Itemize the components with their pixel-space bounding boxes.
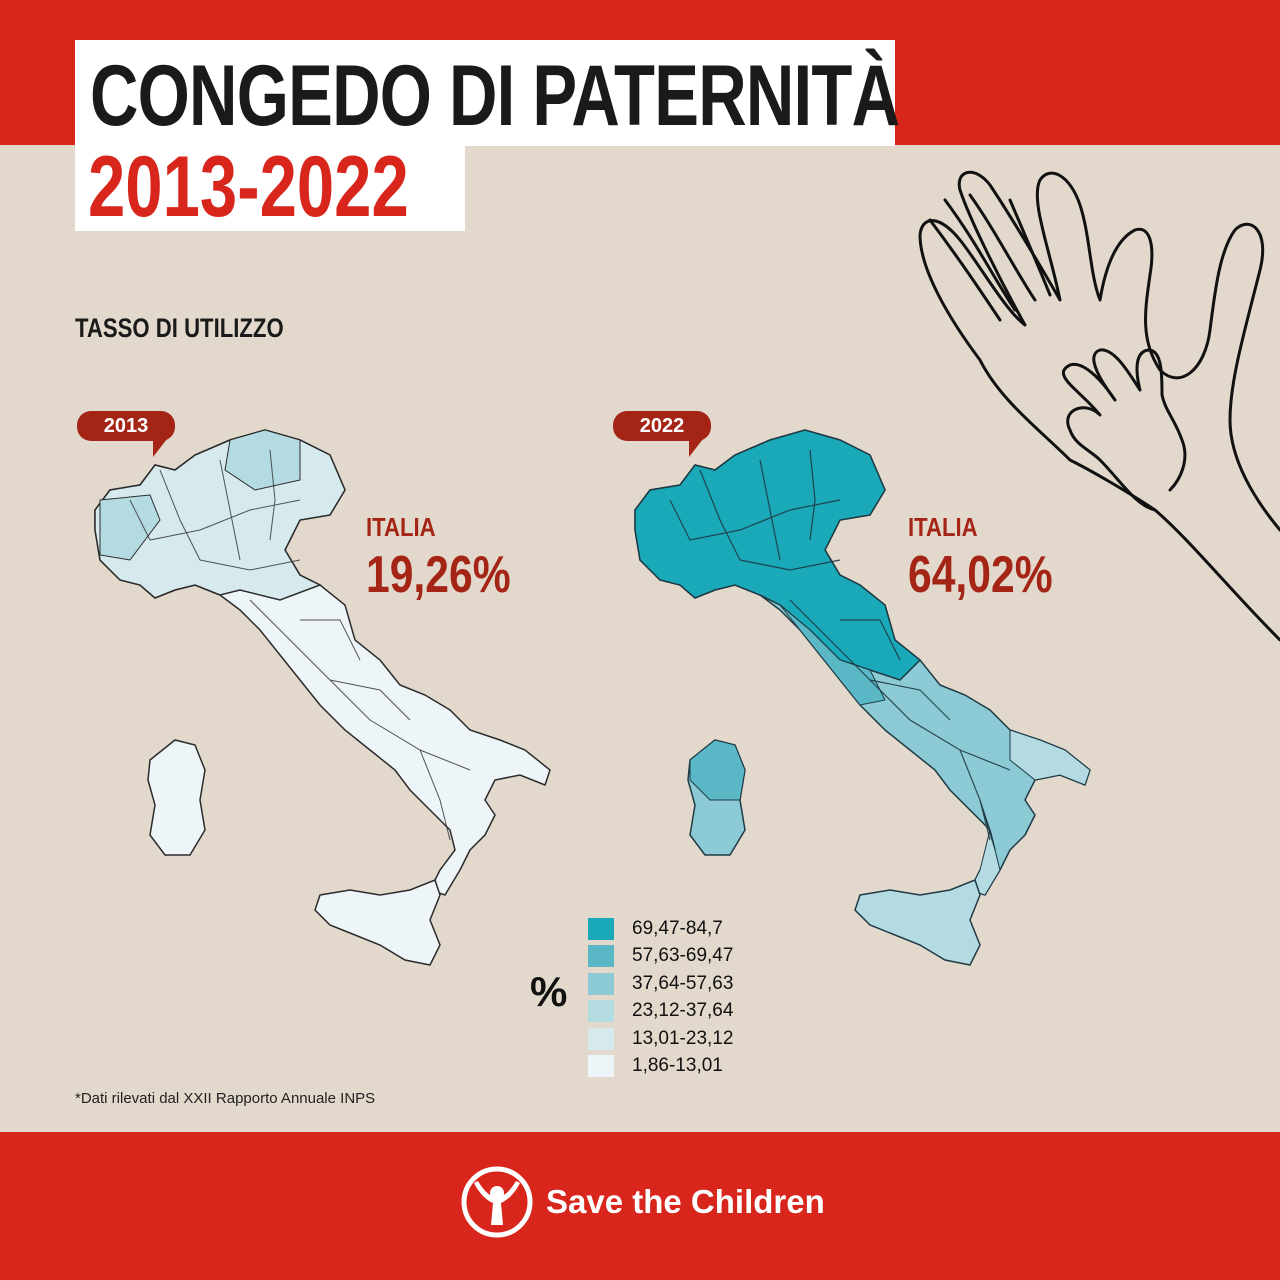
map-2013 xyxy=(94,429,551,966)
legend-swatch xyxy=(588,1055,614,1078)
legend-label: 13,01-23,12 xyxy=(632,1027,734,1049)
legend-swatch xyxy=(588,972,614,995)
page-title: CONGEDO DI PATERNITÀ xyxy=(90,48,900,144)
italia-value-2013: 19,26% xyxy=(366,546,511,604)
legend: 69,47-84,7 57,63-69,47 37,64-57,63 23,12… xyxy=(588,915,733,1080)
source-footnote: *Dati rilevati dal XXII Rapporto Annuale… xyxy=(75,1090,376,1107)
italia-label-2022: ITALIA xyxy=(908,512,978,542)
brand-name: Save the Children xyxy=(546,1183,825,1220)
legend-item: 69,47-84,7 xyxy=(588,915,733,943)
legend-item: 13,01-23,12 xyxy=(588,1025,733,1053)
maps-area xyxy=(94,429,1091,966)
italia-label-2013: ITALIA xyxy=(366,512,436,542)
hands-illustration xyxy=(918,170,1280,642)
legend-label: 1,86-13,01 xyxy=(632,1055,723,1077)
legend-label: 69,47-84,7 xyxy=(632,917,723,939)
legend-label: 37,64-57,63 xyxy=(632,972,734,994)
legend-swatch xyxy=(588,945,614,968)
title-box xyxy=(75,40,895,146)
legend-item: 57,63-69,47 xyxy=(588,943,733,971)
legend-label: 23,12-37,64 xyxy=(632,1000,734,1022)
legend-label: 57,63-69,47 xyxy=(632,945,734,967)
page-years: 2013-2022 xyxy=(88,139,409,235)
map-2022 xyxy=(634,429,1091,966)
legend-swatch xyxy=(588,1027,614,1050)
legend-item: 37,64-57,63 xyxy=(588,970,733,998)
year-tag-2022: 2022 xyxy=(613,411,711,457)
save-the-children-logo-icon xyxy=(461,1166,533,1238)
year-tag-2013: 2013 xyxy=(77,411,175,457)
legend-item: 1,86-13,01 xyxy=(588,1053,733,1081)
legend-unit: % xyxy=(530,968,568,1015)
brand-logo: Save the Children xyxy=(460,1165,825,1239)
legend-swatch xyxy=(588,917,614,940)
legend-swatch xyxy=(588,1000,614,1023)
legend-item: 23,12-37,64 xyxy=(588,998,733,1026)
section-subtitle: TASSO DI UTILIZZO xyxy=(75,313,284,343)
italia-value-2022: 64,02% xyxy=(908,546,1053,604)
years-box xyxy=(75,145,465,231)
bottom-red-band xyxy=(0,1132,1280,1280)
